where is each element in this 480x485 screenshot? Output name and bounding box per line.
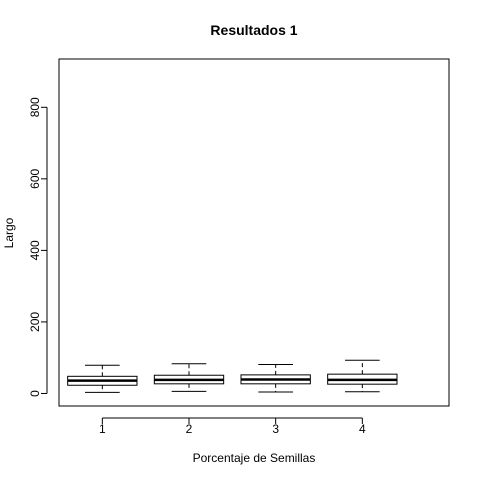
y-tick-label-400: 400	[28, 240, 42, 260]
x-tick-label-3: 3	[272, 422, 279, 436]
x-axis-label: Porcentaje de Semillas	[193, 451, 316, 465]
x-tick-label-1: 1	[99, 422, 106, 436]
y-tick-label-800: 800	[28, 97, 42, 117]
y-tick-label-600: 600	[28, 169, 42, 189]
x-tick-label-4: 4	[359, 422, 366, 436]
y-tick-label-0: 0	[28, 390, 42, 397]
plot-frame	[58, 58, 450, 407]
y-axis-label: Largo	[2, 217, 16, 248]
chart-title: Resultados 1	[210, 22, 297, 38]
chart-marks: 0 200 400 600 800 1 2 3 4	[28, 97, 398, 436]
y-tick-label-200: 200	[28, 312, 42, 332]
x-tick-label-2: 2	[186, 422, 193, 436]
